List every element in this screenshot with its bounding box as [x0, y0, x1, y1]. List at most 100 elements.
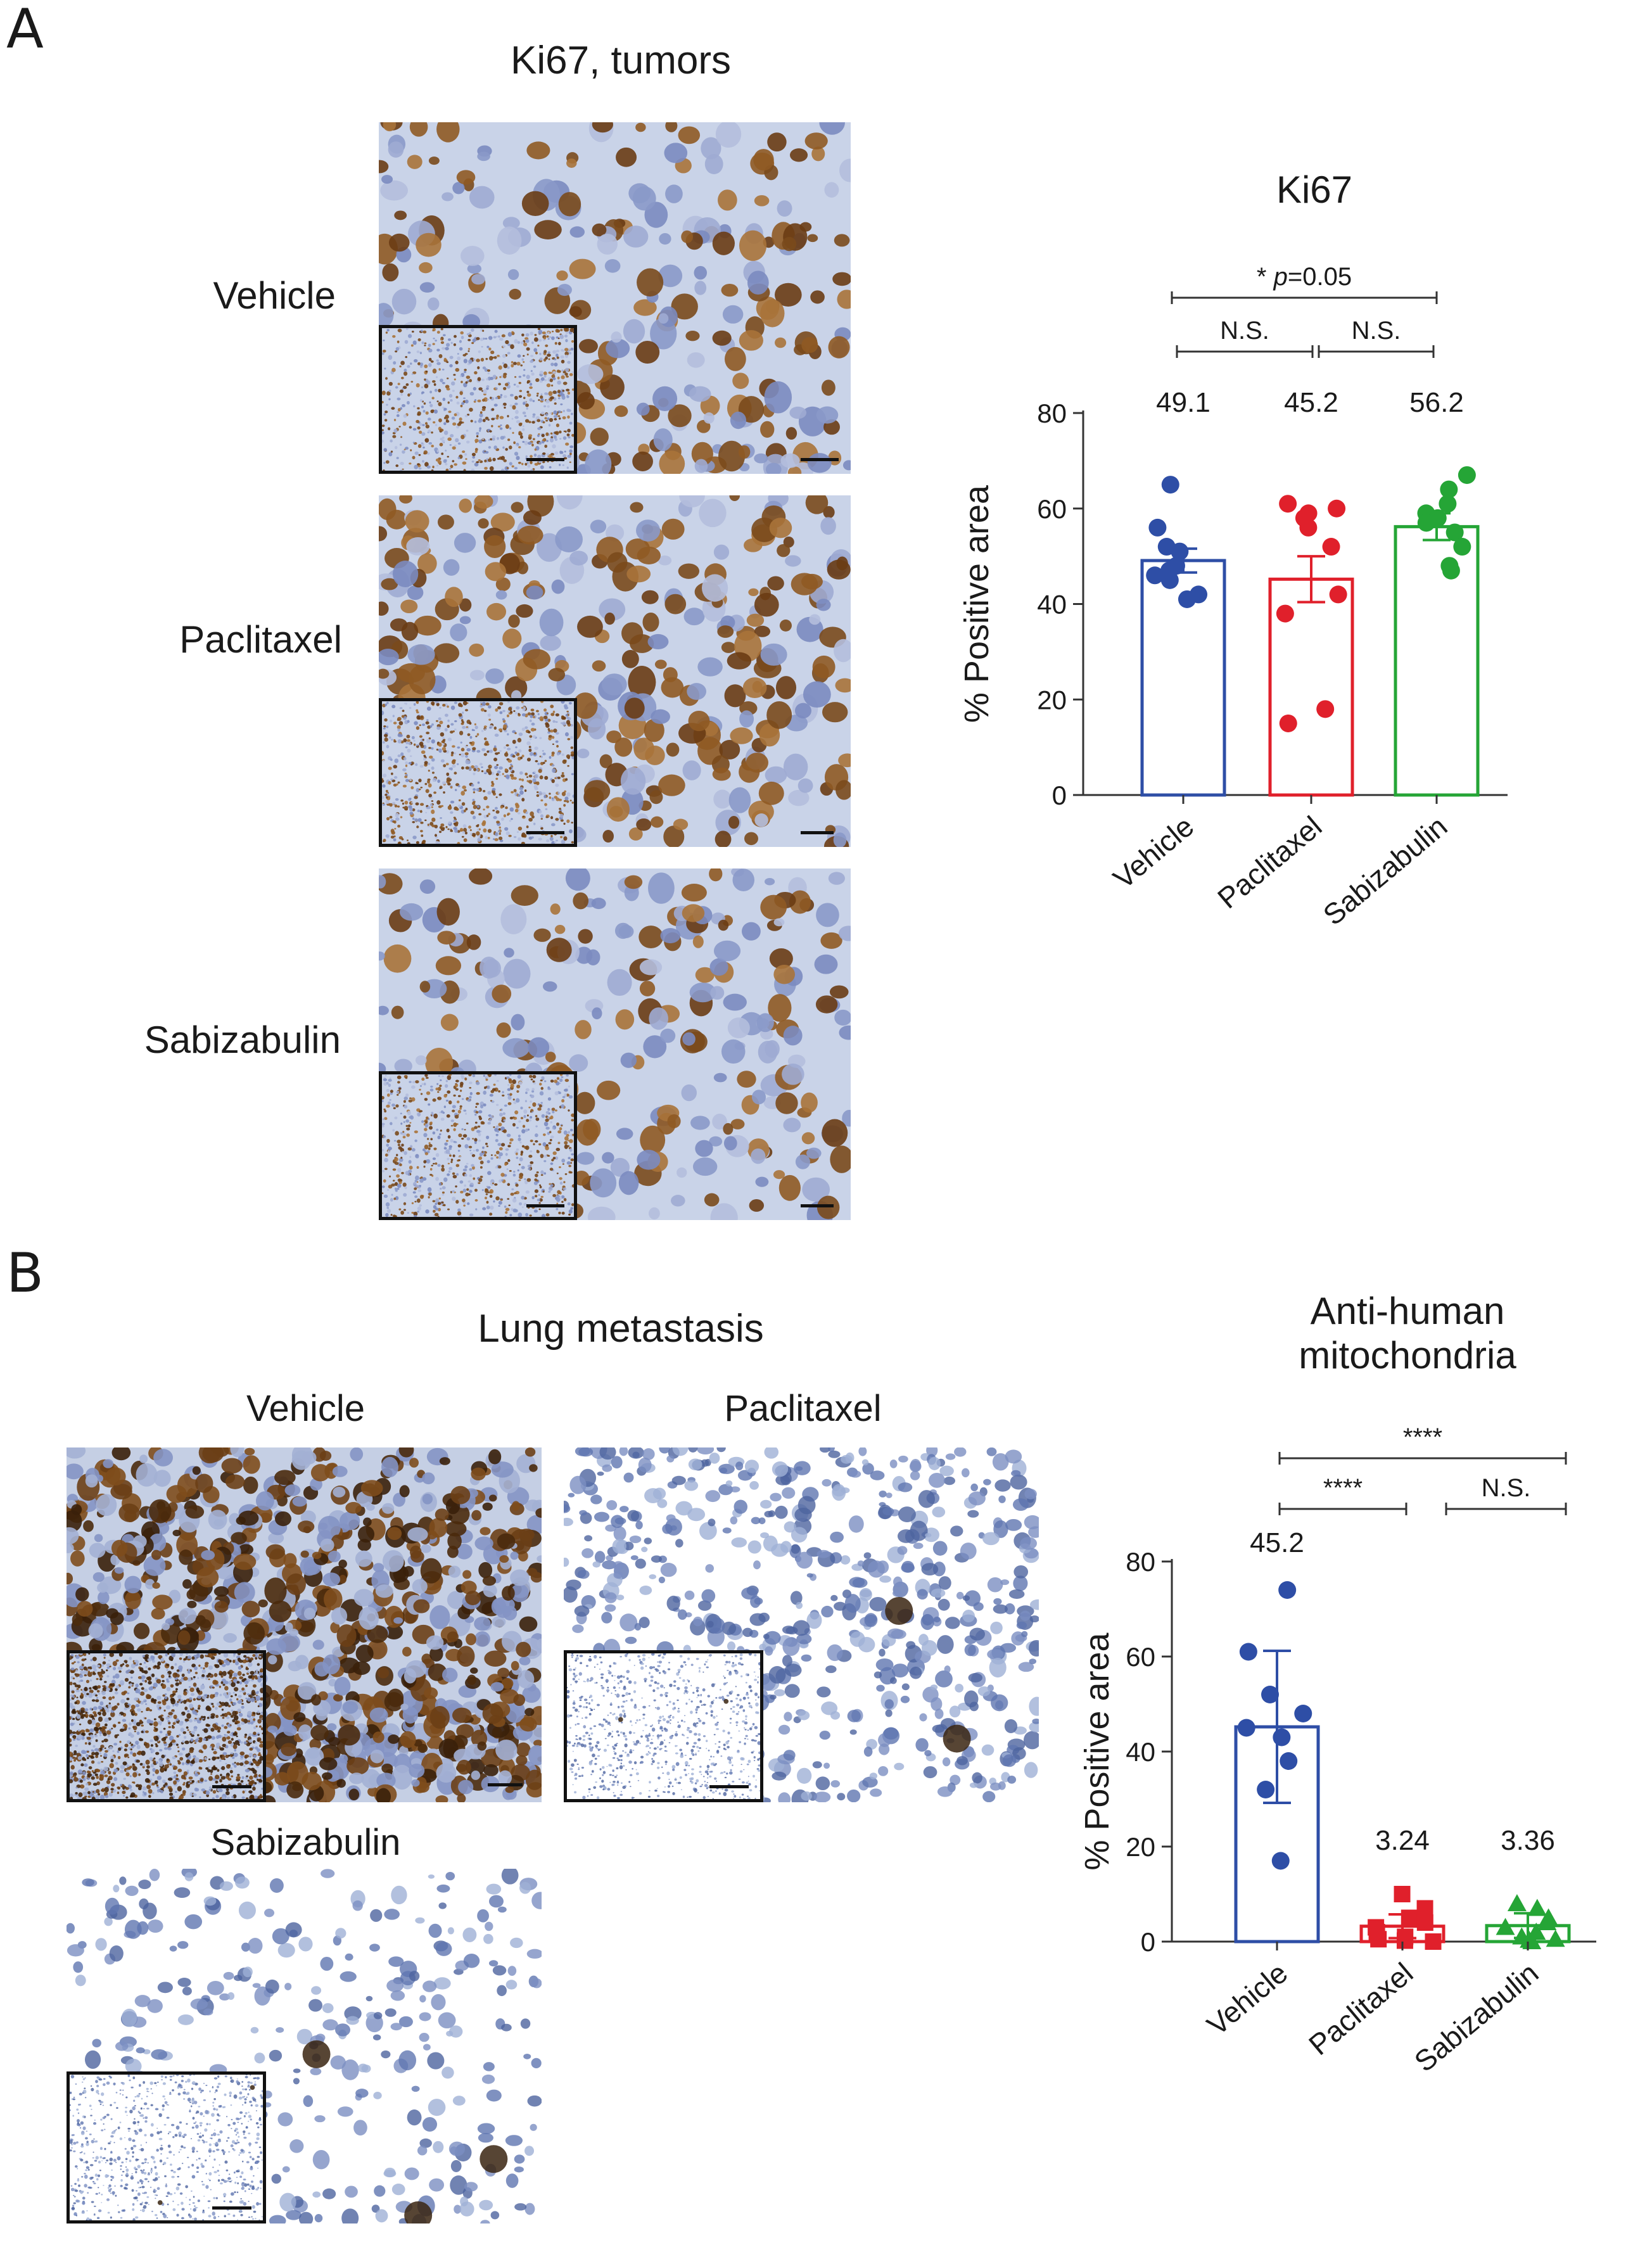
value-label: 3.24 [1375, 1825, 1430, 1856]
data-point [1416, 1914, 1433, 1931]
data-point [1401, 1909, 1418, 1926]
significance-label: * p=0.05 [1257, 263, 1352, 291]
chart-title: Anti-human [1311, 1290, 1505, 1332]
chart-title: Ki67 [1276, 169, 1352, 211]
data-point [1273, 1728, 1291, 1746]
scale-bar [801, 458, 839, 461]
micrograph-sabizabulin-lung [67, 1869, 542, 2223]
data-point [1276, 604, 1294, 623]
y-tick-label: 60 [1126, 1642, 1155, 1672]
scale-bar [488, 1783, 523, 1786]
scale-bar [801, 831, 834, 834]
image-label-vehicle: Vehicle [246, 1388, 365, 1429]
y-tick-label: 40 [1126, 1737, 1155, 1767]
chart-title: mitochondria [1299, 1334, 1516, 1377]
y-tick-label: 20 [1126, 1832, 1155, 1862]
significance-label-part: * [1257, 263, 1274, 291]
value-label: 45.2 [1284, 387, 1338, 418]
category-label: Sabizabulin [1408, 1956, 1545, 2078]
value-label: 45.2 [1250, 1527, 1304, 1558]
data-point [1299, 518, 1318, 537]
data-point [1328, 499, 1346, 518]
y-tick-label: 0 [1141, 1927, 1155, 1957]
inset-scale-bar [526, 458, 564, 461]
inset-vehicle-lung [67, 1650, 266, 1802]
data-point [1329, 585, 1347, 604]
data-point [1261, 1686, 1280, 1703]
data-point [1279, 495, 1297, 513]
micrograph-vehicle-lung [67, 1447, 542, 1802]
chart-anti-human-mitochondria: Anti-human mitochondria 0 20 40 60 80 % Positiv… [1071, 1280, 1641, 2122]
data-point [1442, 561, 1460, 580]
significance-label-part: p [1273, 263, 1288, 291]
y-tick-label: 0 [1052, 780, 1067, 810]
category-label: Sabizabulin [1317, 810, 1454, 932]
significance-label: N.S. [1352, 317, 1401, 345]
micrograph-vehicle-tumor [379, 122, 851, 474]
data-point [1178, 590, 1196, 608]
value-label: 56.2 [1409, 387, 1464, 418]
data-point [1446, 523, 1464, 542]
data-point [1458, 466, 1476, 484]
data-point [1278, 1581, 1297, 1599]
image-label-sabizabulin: Sabizabulin [210, 1822, 401, 1863]
category-label: Paclitaxel [1211, 810, 1328, 915]
inset-paclitaxel-tumor [379, 698, 577, 847]
data-point [1160, 571, 1179, 589]
data-point [1239, 1643, 1257, 1661]
data-point [1440, 480, 1458, 499]
inset-scale-bar [212, 2206, 251, 2210]
y-tick-label: 40 [1037, 590, 1067, 620]
micrograph-paclitaxel-tumor [379, 495, 851, 847]
data-point [1425, 1933, 1442, 1950]
data-point [1171, 542, 1189, 561]
category-label: Vehicle [1200, 1956, 1293, 2042]
significance-label: N.S. [1220, 317, 1269, 345]
row-label-sabizabulin: Sabizabulin [144, 1019, 341, 1061]
data-point [1322, 538, 1340, 556]
significance-label: N.S. [1482, 1474, 1531, 1502]
panel-a-title: Ki67, tumors [510, 39, 732, 82]
category-label: Vehicle [1107, 810, 1200, 895]
chart-ki67: Ki67 0 20 40 60 80 % Positive area 49.1 Vehicle 4… [937, 165, 1546, 988]
data-point [1279, 714, 1297, 732]
data-point [1146, 566, 1164, 585]
data-point [1161, 476, 1179, 494]
y-tick-label: 60 [1037, 494, 1067, 524]
image-label-paclitaxel: Paclitaxel [724, 1388, 882, 1429]
data-point [1280, 1752, 1298, 1770]
row-label-vehicle: Vehicle [213, 274, 336, 317]
micrograph-sabizabulin-tumor [379, 868, 851, 1220]
inset-sabizabulin-lung [67, 2071, 266, 2223]
data-point [1439, 495, 1457, 513]
scale-bar [801, 1204, 834, 1207]
inset-paclitaxel-lung [564, 1650, 763, 1802]
y-tick-label: 80 [1126, 1547, 1155, 1577]
y-tick-label: 20 [1037, 685, 1067, 715]
data-point [1294, 1705, 1312, 1722]
inset-scale-bar [526, 1204, 564, 1207]
row-label-paclitaxel: Paclitaxel [179, 618, 342, 661]
data-point [1527, 1899, 1547, 1916]
data-point [1496, 1918, 1515, 1935]
y-tick-label: 80 [1037, 398, 1067, 428]
data-point [1237, 1719, 1255, 1737]
significance-label: **** [1403, 1423, 1442, 1451]
panel-letter-a: A [6, 0, 44, 61]
data-point [1416, 1900, 1433, 1917]
bar-sabizabulin [1394, 525, 1480, 797]
data-point [1537, 1913, 1557, 1930]
inset-vehicle-tumor [379, 325, 577, 474]
data-point [1453, 538, 1471, 556]
significance-label: **** [1323, 1474, 1363, 1502]
data-point [1148, 518, 1167, 537]
category-label: Paclitaxel [1302, 1956, 1419, 2061]
y-axis-label: % Positive area [1078, 1632, 1116, 1870]
data-point [1257, 1781, 1275, 1798]
data-point [1271, 1852, 1290, 1870]
panel-b-title: Lung metastasis [478, 1307, 764, 1351]
data-point [1417, 514, 1435, 532]
micrograph-paclitaxel-lung [564, 1447, 1039, 1802]
y-axis-label: % Positive area [958, 485, 996, 723]
data-point [1394, 1886, 1411, 1902]
